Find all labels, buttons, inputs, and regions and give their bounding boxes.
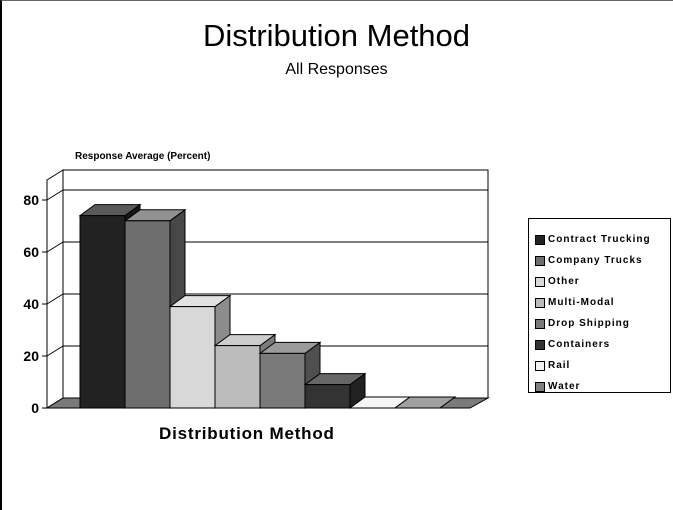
bar-front [79, 215, 126, 409]
legend-swatch [535, 339, 545, 350]
y-tick-label: 60 [23, 244, 39, 260]
legend-item: Water [535, 376, 670, 397]
gridline [46, 189, 64, 201]
x-axis-label: Distribution Method [159, 424, 335, 443]
legend-swatch [535, 381, 545, 392]
bar-front [304, 384, 351, 409]
gridline [46, 241, 64, 253]
legend-label: Multi-Modal [548, 297, 615, 308]
y-tick-label: 20 [23, 348, 39, 364]
legend-item: Multi-Modal [535, 292, 670, 313]
legend-label: Contract Trucking [548, 234, 651, 245]
legend-swatch [535, 318, 545, 329]
bar-front [259, 352, 306, 409]
legend-label: Other [548, 276, 580, 287]
legend-swatch [535, 297, 545, 308]
legend-label: Rail [548, 360, 571, 371]
legend-swatch [535, 360, 545, 371]
y-tick-label: 40 [23, 296, 39, 312]
legend-item: Drop Shipping [535, 313, 670, 334]
chart-subtitle: All Responses [285, 61, 388, 78]
legend-label: Drop Shipping [548, 318, 630, 329]
legend-item: Company Trucks [535, 250, 670, 271]
gridline [46, 345, 64, 357]
bar-front [124, 220, 171, 409]
bar-top [393, 396, 457, 409]
bar [393, 396, 457, 409]
legend-label: Containers [548, 339, 611, 350]
legend-label: Water [548, 381, 581, 392]
bar [303, 372, 367, 409]
y-axis-label: Response Average (Percent) [75, 151, 211, 162]
legend-item: Other [535, 271, 670, 292]
legend-item: Containers [535, 334, 670, 355]
chart-title: Distribution Method [202, 18, 471, 53]
gridline [46, 293, 64, 305]
legend-swatch [535, 234, 545, 245]
legend-swatch [535, 255, 545, 266]
legend-item: Contract Trucking [535, 229, 670, 250]
side-wall [46, 169, 64, 409]
bar-front [214, 345, 261, 409]
legend-item: Rail [535, 355, 670, 376]
y-tick-label: 0 [31, 400, 39, 416]
legend-label: Company Trucks [548, 255, 643, 266]
legend: Contract Trucking Company Trucks Other Mult… [528, 218, 671, 393]
bar-front [169, 306, 216, 409]
legend-swatch [535, 276, 545, 287]
y-tick-label: 80 [23, 192, 39, 208]
